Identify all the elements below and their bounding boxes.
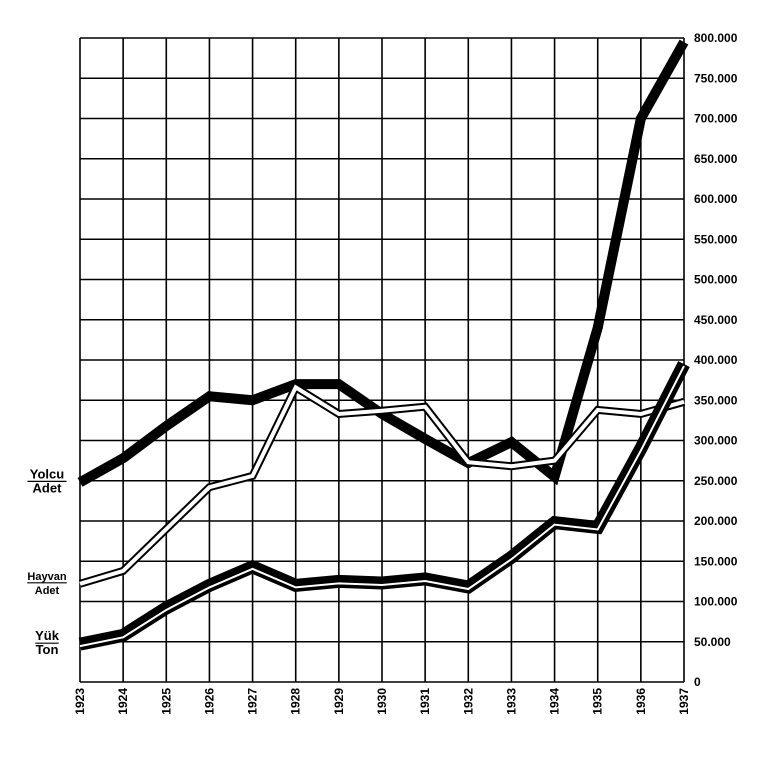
y-tick-label: 450.000 bbox=[694, 313, 738, 327]
series-label-bottom: Ton bbox=[36, 642, 59, 657]
y-tick-label: 600.000 bbox=[694, 192, 738, 206]
x-tick-label: 1927 bbox=[246, 688, 260, 715]
y-tick-label: 750.000 bbox=[694, 71, 738, 85]
series-line-inner bbox=[79, 384, 685, 586]
series-lines bbox=[77, 39, 690, 651]
y-tick-label: 50.000 bbox=[694, 635, 731, 649]
series-line-outer bbox=[78, 361, 690, 651]
x-tick-label: 1930 bbox=[375, 688, 389, 715]
series-1-line bbox=[78, 381, 686, 588]
y-tick-label: 550.000 bbox=[694, 232, 738, 246]
y-tick-label: 800.000 bbox=[694, 31, 738, 45]
x-tick-label: 1923 bbox=[73, 688, 87, 715]
series-label-top: Hayvan bbox=[27, 571, 66, 583]
x-tick-label: 1928 bbox=[289, 688, 303, 715]
x-tick-label: 1926 bbox=[202, 688, 216, 715]
series-label-bottom: Adet bbox=[35, 585, 60, 597]
x-tick-label: 1933 bbox=[504, 688, 518, 715]
x-tick-label: 1924 bbox=[116, 688, 130, 715]
y-tick-label: 650.000 bbox=[694, 152, 738, 166]
y-tick-label: 350.000 bbox=[694, 393, 738, 407]
y-tick-label: 700.000 bbox=[694, 112, 738, 126]
x-tick-label: 1937 bbox=[677, 688, 691, 715]
y-tick-label: 150.000 bbox=[694, 554, 738, 568]
series-line-inner bbox=[79, 365, 685, 648]
x-tick-label: 1925 bbox=[159, 688, 173, 715]
y-tick-label: 400.000 bbox=[694, 353, 738, 367]
series-label-top: Yük bbox=[35, 628, 60, 643]
series-2-line bbox=[78, 361, 690, 651]
x-axis-ticks: 1923 1924 1925 1926 1927 1928 1929 1930 1931 1932… bbox=[73, 688, 691, 715]
series-label-top: Yolcu bbox=[30, 466, 64, 481]
x-tick-label: 1936 bbox=[634, 688, 648, 715]
x-tick-label: 1934 bbox=[548, 688, 562, 715]
x-tick-label: 1935 bbox=[591, 688, 605, 715]
y-tick-label: 250.000 bbox=[694, 474, 738, 488]
x-tick-label: 1931 bbox=[418, 688, 432, 715]
x-tick-label: 1932 bbox=[461, 688, 475, 715]
y-tick-label: 100.000 bbox=[694, 595, 738, 609]
y-tick-label: 500.000 bbox=[694, 273, 738, 287]
x-tick-label: 1929 bbox=[332, 688, 346, 715]
y-axis-ticks: 0 50.000 100.000 150.000 200.000 250.000 300.0… bbox=[694, 31, 738, 689]
series-label-bottom: Adet bbox=[33, 480, 63, 495]
y-tick-label: 200.000 bbox=[694, 514, 738, 528]
y-tick-label: 300.000 bbox=[694, 434, 738, 448]
y-tick-label: 0 bbox=[694, 675, 701, 689]
grid bbox=[79, 37, 685, 683]
